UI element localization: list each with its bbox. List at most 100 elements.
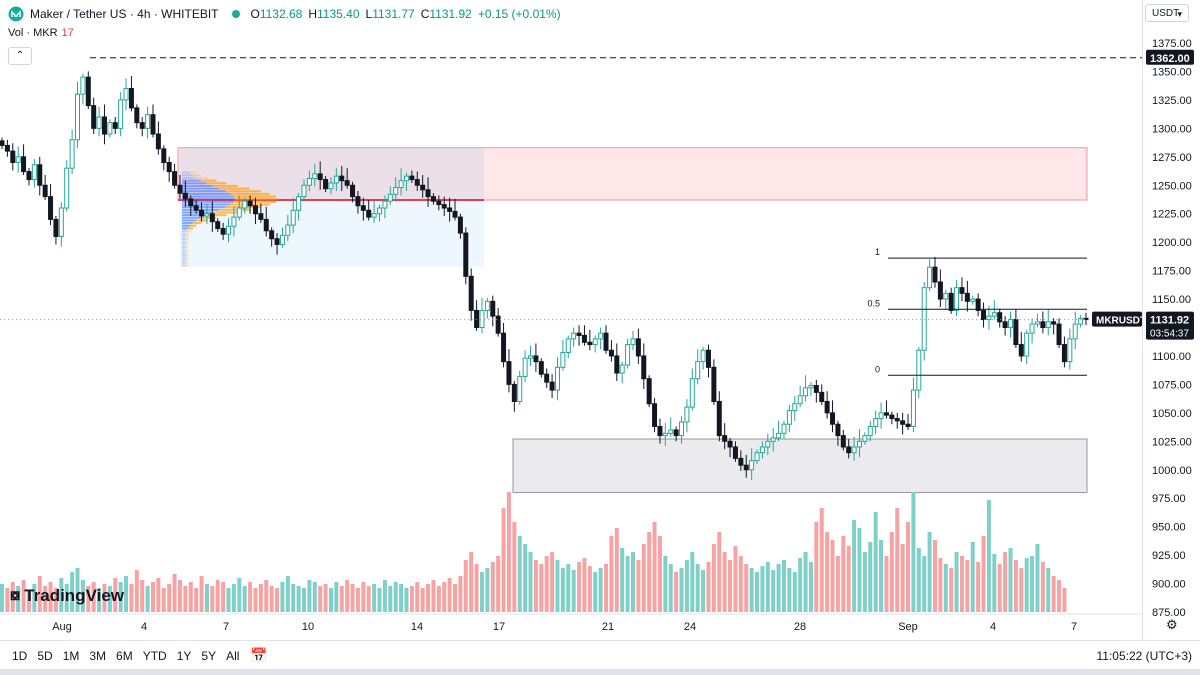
candle-body <box>813 385 819 393</box>
volume-bar <box>107 586 112 612</box>
profile-row-down <box>230 192 270 195</box>
candle-body <box>603 332 609 351</box>
collapse-legend-button[interactable]: ⌃ <box>8 47 32 65</box>
currency-selector[interactable]: USDT ▾ <box>1145 4 1189 22</box>
candle-body <box>231 216 237 227</box>
profile-row-up <box>182 198 235 201</box>
candle-body <box>1061 344 1067 363</box>
profile-row-down <box>206 182 227 185</box>
volume-bar <box>210 586 215 612</box>
range-1y[interactable]: 1Y <box>176 649 192 663</box>
volume-bar <box>113 578 118 612</box>
range-1m[interactable]: 1M <box>62 649 80 663</box>
candle-body <box>786 410 792 425</box>
candle-body <box>652 403 658 428</box>
volume-bar <box>248 582 253 612</box>
volume-bar <box>463 560 468 612</box>
candle-body <box>727 440 733 448</box>
range-buttons: 1D 5D 1M 3M 6M YTD 1Y 5Y All <box>12 649 239 663</box>
range-5d[interactable]: 5D <box>37 649 53 663</box>
volume-bar <box>749 568 754 612</box>
volume-bar <box>183 586 188 612</box>
time-tick: 4 <box>990 621 996 633</box>
volume-bar <box>582 558 587 612</box>
range-1d[interactable]: 1D <box>12 649 28 663</box>
symbol-title[interactable]: Maker / Tether US · 4h · WHITEBIT <box>30 7 219 21</box>
candle-body <box>377 207 383 215</box>
volume-value: 17 <box>61 27 74 39</box>
candle-body <box>139 122 145 129</box>
candle-body <box>619 364 625 374</box>
resistance-zone[interactable] <box>177 147 1088 201</box>
candle-body <box>204 213 210 217</box>
volume-bar <box>275 588 280 612</box>
candle-body <box>517 375 523 402</box>
candle-body <box>425 189 431 198</box>
volume-bar <box>1019 568 1024 612</box>
volume-bar <box>652 522 657 612</box>
volume-bar <box>5 588 10 612</box>
candle-body <box>1024 332 1030 357</box>
candle-body <box>754 452 760 462</box>
profile-row-up <box>182 230 187 233</box>
volume-bar <box>943 564 948 612</box>
candle-body <box>123 88 129 101</box>
candle-body <box>344 180 350 186</box>
volume-bar <box>91 582 96 612</box>
price-tick: 1250.00 <box>1152 180 1192 192</box>
volume-bar <box>895 508 900 612</box>
candle-body <box>48 196 54 220</box>
price-tick: 1350.00 <box>1152 66 1192 78</box>
volume-bar <box>221 582 226 612</box>
candle-body <box>274 238 280 245</box>
candle-body <box>501 332 507 363</box>
candle-body <box>937 281 943 300</box>
last-price-tag[interactable] <box>1146 311 1194 340</box>
candle-body <box>954 287 960 311</box>
candle-body <box>182 192 188 200</box>
profile-row-up <box>182 195 234 198</box>
range-all[interactable]: All <box>226 649 240 663</box>
volume-bar <box>199 576 204 612</box>
volume-bar <box>830 540 835 612</box>
support-zone[interactable] <box>512 438 1088 494</box>
gear-icon[interactable]: ⚙ <box>1166 617 1178 632</box>
clock-timezone[interactable]: 11:05:22 (UTC+3) <box>1096 649 1193 663</box>
price-chart[interactable]: 10.50 1375.001350.001325.001300.001275.0… <box>0 0 1200 640</box>
volume-bar <box>479 572 484 612</box>
profile-row-up <box>182 184 213 187</box>
range-6m[interactable]: 6M <box>116 649 133 663</box>
level-price-tag[interactable] <box>1146 49 1194 65</box>
volume-bar <box>825 532 830 612</box>
candle-body <box>592 338 598 346</box>
volume-bar <box>64 584 69 612</box>
symbol-legend[interactable]: Maker / Tether US · 4h · WHITEBIT O1132.… <box>8 6 561 22</box>
candle-body <box>403 175 409 182</box>
profile-row-down <box>219 187 250 190</box>
candle-body <box>927 266 933 289</box>
volume-bar <box>781 560 786 612</box>
candle-body <box>161 148 167 163</box>
volume-bar <box>981 536 986 612</box>
profile-row-up <box>182 243 186 246</box>
price-tick: 975.00 <box>1152 493 1186 505</box>
candle-body <box>576 332 582 336</box>
candle-body <box>80 76 86 95</box>
candle-body <box>511 383 517 402</box>
volume-bar <box>280 582 285 612</box>
volume-bar <box>717 532 722 612</box>
candle-body <box>571 332 577 340</box>
volume-bar <box>447 578 452 612</box>
candle-body <box>743 464 749 471</box>
calendar-goto-icon[interactable]: 📅 <box>250 647 268 663</box>
candle-body <box>290 209 296 226</box>
profile-row-up <box>182 251 186 254</box>
range-3m[interactable]: 3M <box>89 649 107 663</box>
volume-bar <box>657 536 662 612</box>
range-ytd[interactable]: YTD <box>142 649 167 663</box>
candle-body <box>463 232 469 277</box>
range-5y[interactable]: 5Y <box>201 649 217 663</box>
volume-bar <box>53 588 58 612</box>
volume-legend[interactable]: Vol · MKR 17 <box>8 27 74 39</box>
tradingview-logo[interactable]: ⧇ TradingView <box>10 586 124 606</box>
